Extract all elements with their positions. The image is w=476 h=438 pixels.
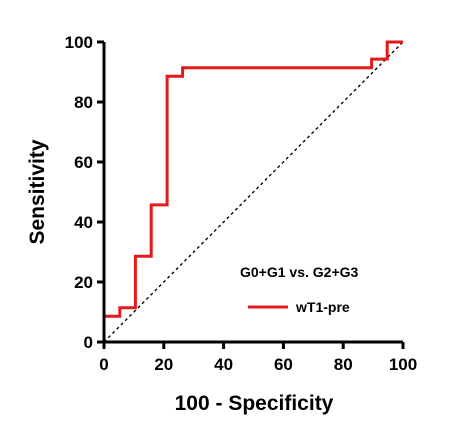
y-axis-title: Sensitivity	[26, 139, 49, 244]
x-tick-label: 100	[389, 355, 417, 374]
x-tick-label: 40	[214, 355, 233, 374]
x-tick-label: 80	[334, 355, 353, 374]
axes	[102, 42, 403, 344]
x-tick-label: 60	[274, 355, 293, 374]
y-tick-label: 0	[84, 333, 93, 352]
reference-diagonal-line	[103, 41, 404, 343]
x-tick-label: 0	[99, 355, 108, 374]
y-tick-label: 100	[65, 33, 93, 52]
series-line-wT1-pre	[102, 40, 403, 342]
y-tick-label: 80	[74, 93, 93, 112]
axis-ticks: 0 20 40 60 80 100 0 20 40 60 80 100	[65, 33, 418, 374]
y-tick-label: 60	[74, 153, 93, 172]
x-axis-title: 100 - Specificity	[175, 392, 334, 415]
y-tick-label: 40	[74, 213, 93, 232]
x-tick-label: 20	[154, 355, 173, 374]
legend-label-wT1-pre: wT1-pre	[295, 299, 350, 315]
y-tick-label: 20	[74, 273, 93, 292]
comparison-annotation: G0+G1 vs. G2+G3	[240, 264, 359, 280]
